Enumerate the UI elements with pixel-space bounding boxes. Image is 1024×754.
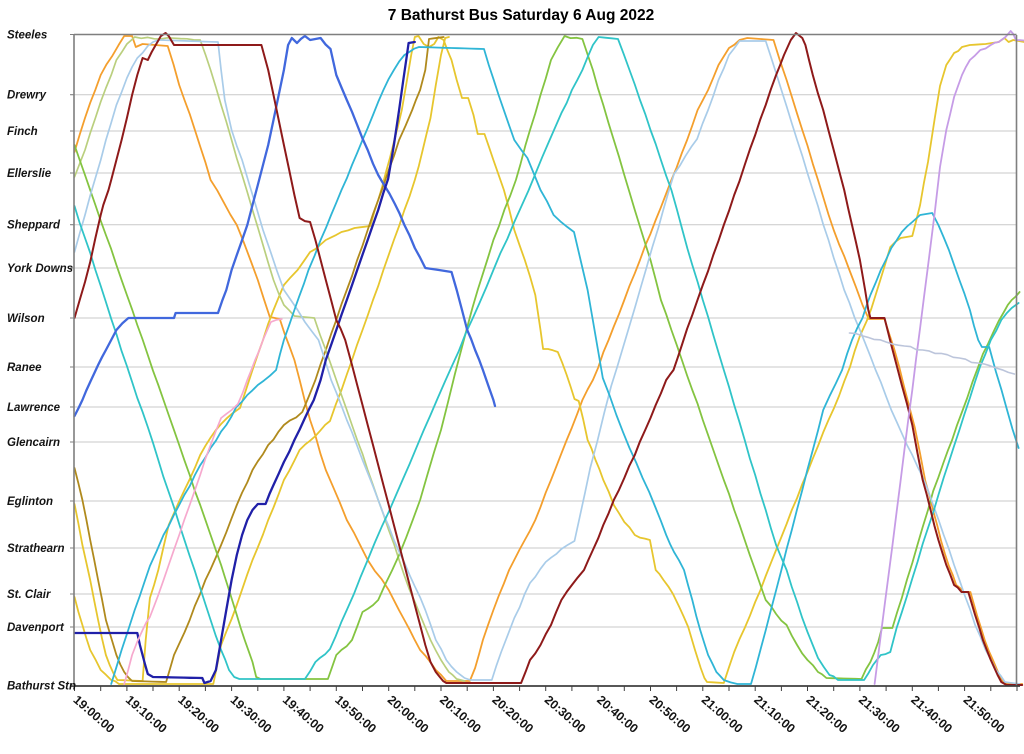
svg-text:7 Bathurst Bus Saturday 6 Aug: 7 Bathurst Bus Saturday 6 Aug 2022: [388, 7, 654, 24]
svg-text:Wilson: Wilson: [7, 313, 45, 325]
svg-text:Drewry: Drewry: [7, 90, 47, 102]
svg-text:Lawrence: Lawrence: [7, 402, 61, 414]
svg-text:Bathurst Stn: Bathurst Stn: [7, 680, 76, 692]
svg-text:Ranee: Ranee: [7, 362, 42, 374]
svg-text:York Downs: York Downs: [7, 263, 73, 275]
svg-text:Sheppard: Sheppard: [7, 220, 61, 232]
svg-text:Davenport: Davenport: [7, 622, 65, 634]
svg-text:Strathearn: Strathearn: [7, 543, 65, 555]
svg-text:St. Clair: St. Clair: [7, 589, 51, 601]
svg-text:Ellerslie: Ellerslie: [7, 168, 52, 180]
svg-text:Eglinton: Eglinton: [7, 496, 53, 508]
svg-text:Steeles: Steeles: [7, 29, 47, 41]
svg-text:Finch: Finch: [7, 126, 38, 138]
svg-text:Glencairn: Glencairn: [7, 437, 60, 449]
